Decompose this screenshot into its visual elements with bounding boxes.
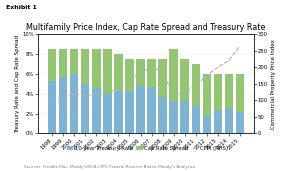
CPPI (RHS) <box>161 71 164 73</box>
Bar <box>158 59 167 97</box>
Bar <box>114 54 123 91</box>
CPPI (RHS) <box>62 96 65 98</box>
CPPI (RHS) <box>117 87 120 89</box>
CPPI (RHS) <box>83 94 87 96</box>
Bar <box>236 74 244 112</box>
Bar <box>103 49 112 94</box>
Bar <box>48 81 56 133</box>
CPPI (RHS) <box>73 93 76 95</box>
Bar <box>48 49 56 81</box>
Bar <box>70 74 78 133</box>
Bar <box>224 74 233 108</box>
Bar <box>70 49 78 74</box>
Bar <box>169 49 178 101</box>
Legend: 10-year Treasury Rate, Cap Rate Spread, CPPI (RHS): 10-year Treasury Rate, Cap Rate Spread, … <box>65 144 230 153</box>
Bar <box>148 59 156 87</box>
Bar <box>103 94 112 133</box>
CPPI (RHS) <box>227 60 230 62</box>
Bar <box>136 86 145 133</box>
Bar <box>81 49 89 84</box>
Bar <box>214 74 222 110</box>
Bar <box>181 59 189 101</box>
CPPI (RHS) <box>238 45 242 47</box>
Bar <box>92 49 101 88</box>
CPPI (RHS) <box>205 75 209 77</box>
CPPI (RHS) <box>183 91 186 93</box>
CPPI (RHS) <box>95 93 98 95</box>
Bar <box>169 101 178 133</box>
Bar <box>203 116 211 133</box>
Line: CPPI (RHS): CPPI (RHS) <box>52 46 240 100</box>
Title: Multifamily Price Index, Cap Rate Spread and Treasury Rate: Multifamily Price Index, Cap Rate Spread… <box>26 23 266 32</box>
CPPI (RHS) <box>128 79 131 81</box>
Bar <box>114 91 123 133</box>
CPPI (RHS) <box>150 66 153 68</box>
Bar <box>203 74 211 116</box>
Bar <box>191 106 200 133</box>
Y-axis label: Treasury Rate and Cap Rate Spread: Treasury Rate and Cap Rate Spread <box>15 35 20 133</box>
Bar <box>92 88 101 133</box>
Bar <box>148 87 156 133</box>
CPPI (RHS) <box>172 94 175 96</box>
Bar <box>191 64 200 106</box>
Bar <box>136 59 145 86</box>
Bar <box>158 97 167 133</box>
CPPI (RHS) <box>139 71 142 73</box>
CPPI (RHS) <box>194 84 197 87</box>
CPPI (RHS) <box>106 92 109 94</box>
Bar <box>125 91 134 133</box>
Bar <box>236 112 244 133</box>
Bar <box>125 59 134 91</box>
Y-axis label: Commercial Property Price Index: Commercial Property Price Index <box>271 39 276 129</box>
CPPI (RHS) <box>50 99 54 101</box>
Text: Sources: Freddie Mac, Moody's/RCA CPPI, Federal Reserve Board, Moody's Analytics: Sources: Freddie Mac, Moody's/RCA CPPI, … <box>24 165 196 169</box>
Bar <box>224 108 233 133</box>
CPPI (RHS) <box>216 66 219 68</box>
Bar <box>214 110 222 133</box>
Bar <box>59 77 68 133</box>
Bar <box>59 49 68 77</box>
Bar <box>181 101 189 133</box>
Bar <box>81 84 89 133</box>
Text: Exhibit 1: Exhibit 1 <box>6 5 37 10</box>
